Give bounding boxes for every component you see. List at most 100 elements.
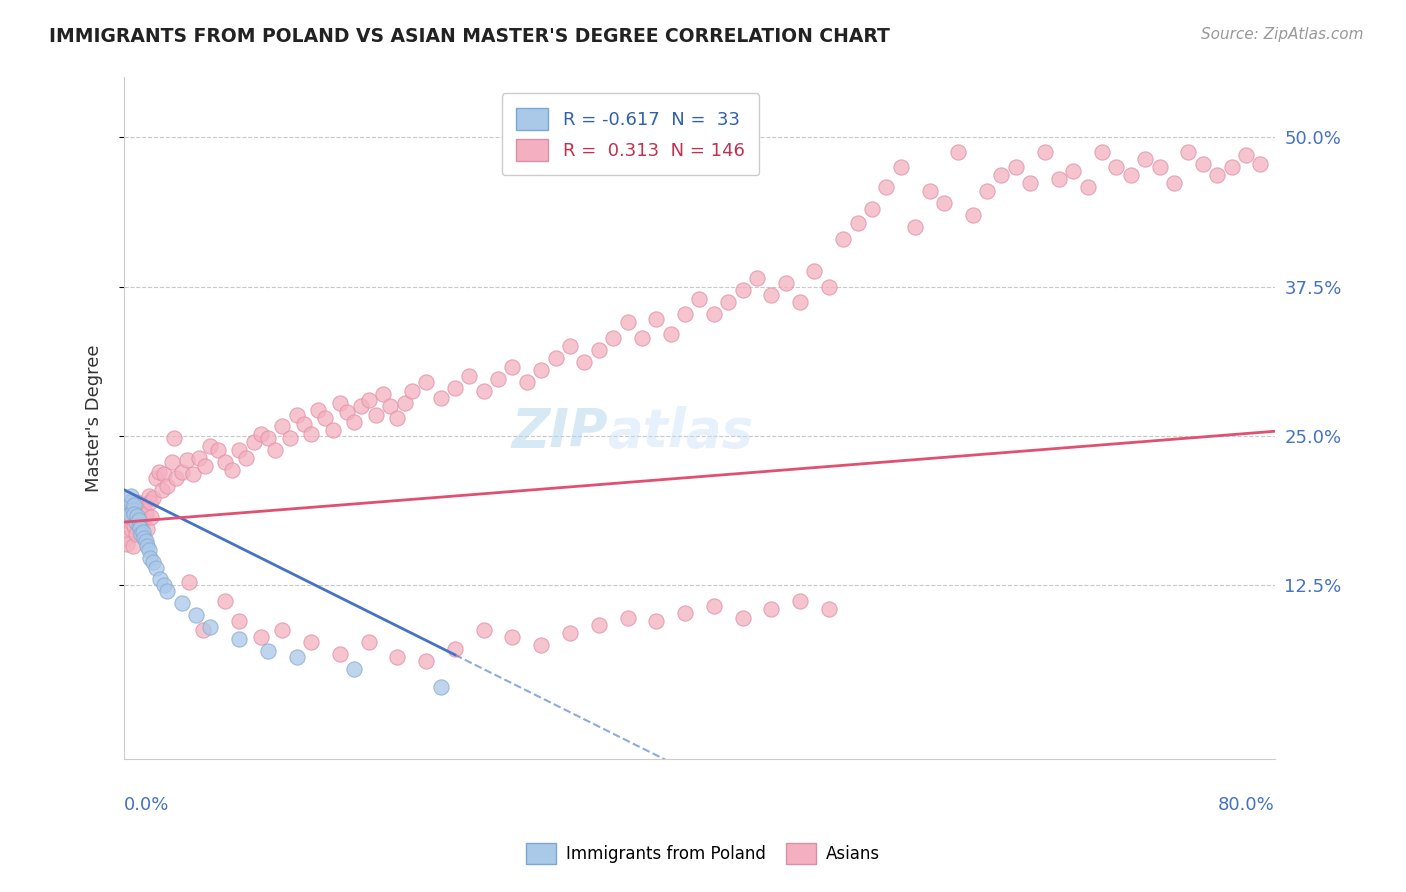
Point: [932, 196, 955, 211]
Point: [120, 522, 142, 536]
Point: [1234, 148, 1257, 162]
Point: [322, 423, 344, 437]
Point: [832, 232, 855, 246]
Text: 80.0%: 80.0%: [1218, 797, 1275, 814]
Point: [153, 578, 176, 592]
Point: [558, 626, 581, 640]
Point: [122, 507, 145, 521]
Point: [717, 295, 740, 310]
Text: Source: ZipAtlas.com: Source: ZipAtlas.com: [1201, 27, 1364, 42]
Point: [1047, 172, 1070, 186]
Point: [145, 471, 167, 485]
Point: [1163, 176, 1185, 190]
Point: [148, 465, 170, 479]
Point: [139, 551, 162, 566]
Point: [1220, 160, 1243, 174]
Point: [124, 515, 146, 529]
Point: [292, 417, 315, 431]
Point: [616, 611, 638, 625]
Point: [122, 518, 145, 533]
Point: [731, 283, 754, 297]
Point: [122, 499, 145, 513]
Point: [134, 499, 156, 513]
Point: [271, 623, 294, 637]
Point: [285, 650, 308, 665]
Point: [1249, 156, 1271, 170]
Point: [125, 495, 148, 509]
Point: [1119, 169, 1142, 183]
Point: [387, 411, 409, 425]
Point: [131, 518, 153, 533]
Point: [588, 618, 610, 632]
Y-axis label: Master's Degree: Master's Degree: [86, 344, 103, 491]
Point: [142, 491, 165, 506]
Point: [350, 399, 373, 413]
Point: [761, 288, 783, 302]
Point: [249, 630, 271, 644]
Point: [401, 384, 423, 398]
Point: [128, 513, 150, 527]
Point: [860, 202, 883, 216]
Point: [631, 331, 654, 345]
Point: [135, 507, 157, 521]
Point: [170, 596, 193, 610]
Point: [501, 630, 523, 644]
Point: [415, 654, 437, 668]
Point: [299, 634, 322, 648]
Point: [962, 208, 984, 222]
Point: [703, 307, 725, 321]
Point: [138, 489, 160, 503]
Point: [181, 467, 204, 482]
Point: [948, 145, 970, 159]
Point: [904, 219, 927, 234]
Point: [357, 393, 380, 408]
Legend: R = -0.617  N =  33, R =  0.313  N = 146: R = -0.617 N = 33, R = 0.313 N = 146: [502, 94, 759, 175]
Point: [1004, 160, 1026, 174]
Point: [115, 536, 138, 550]
Point: [118, 515, 141, 529]
Point: [314, 411, 336, 425]
Point: [125, 509, 148, 524]
Point: [875, 180, 897, 194]
Point: [429, 391, 451, 405]
Point: [688, 292, 710, 306]
Point: [387, 650, 409, 665]
Point: [789, 295, 811, 310]
Point: [458, 369, 481, 384]
Point: [132, 524, 155, 539]
Point: [145, 560, 167, 574]
Point: [170, 465, 193, 479]
Point: [176, 453, 198, 467]
Text: IMMIGRANTS FROM POLAND VS ASIAN MASTER'S DEGREE CORRELATION CHART: IMMIGRANTS FROM POLAND VS ASIAN MASTER'S…: [49, 27, 890, 45]
Point: [118, 507, 141, 521]
Point: [818, 602, 841, 616]
Point: [602, 331, 624, 345]
Point: [761, 602, 783, 616]
Point: [1062, 163, 1084, 178]
Point: [703, 599, 725, 613]
Point: [380, 399, 402, 413]
Point: [307, 402, 329, 417]
Point: [200, 439, 222, 453]
Point: [789, 594, 811, 608]
Point: [1149, 160, 1171, 174]
Point: [124, 527, 146, 541]
Point: [235, 450, 257, 465]
Point: [803, 264, 825, 278]
Point: [131, 527, 153, 541]
Point: [415, 376, 437, 390]
Point: [242, 435, 264, 450]
Point: [117, 495, 139, 509]
Point: [228, 632, 250, 647]
Point: [1033, 145, 1056, 159]
Point: [588, 343, 610, 357]
Point: [1191, 156, 1213, 170]
Point: [128, 507, 150, 521]
Point: [544, 351, 567, 366]
Point: [299, 426, 322, 441]
Point: [117, 500, 139, 515]
Point: [163, 432, 186, 446]
Point: [187, 450, 209, 465]
Point: [121, 503, 143, 517]
Point: [207, 443, 229, 458]
